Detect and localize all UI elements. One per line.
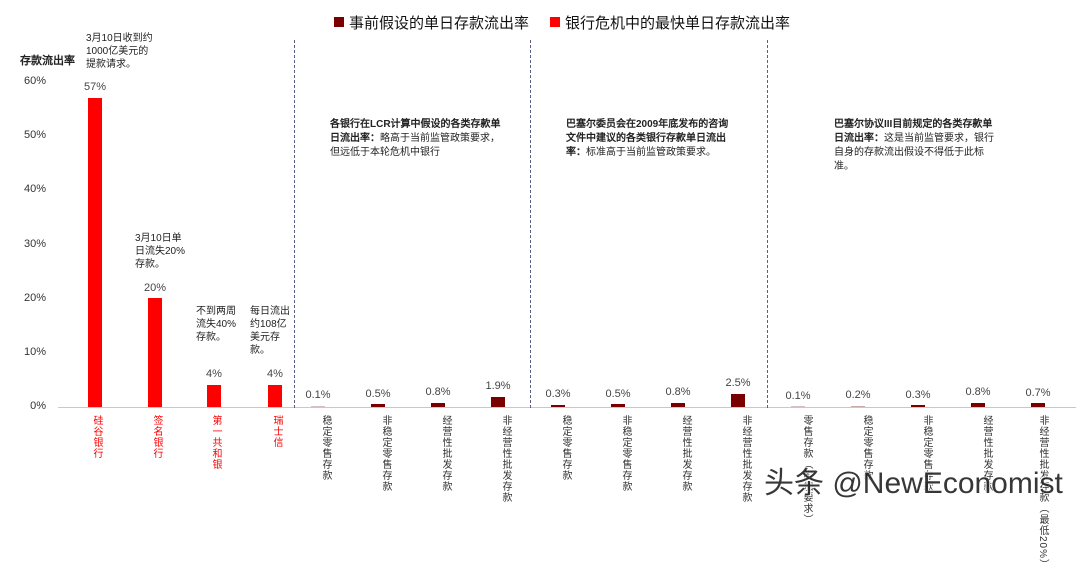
note-plain: 这是当前监管要求，银行自身的存款流出假设不得低于此标准。 [834, 133, 994, 172]
bar-value-label: 0.8% [965, 386, 991, 398]
group-divider [294, 40, 295, 408]
y-tick: 40% [23, 183, 46, 195]
group-note-lcr: 各银行在LCR计算中假设的各类存款单日流出率：略高于当前监管政策要求，但远低于本… [330, 118, 502, 160]
x-label: 非经营性批发存款（最低20%） [1037, 415, 1048, 570]
legend-item-crisis: 银行危机中的最快单日存款流出率 [550, 12, 790, 33]
bar-value-label: 20% [143, 282, 167, 294]
bar-credit-suisse [268, 385, 282, 407]
bar-value-label: 57% [83, 81, 107, 93]
group-note-basel-2009: 巴塞尔委员会在2009年底发布的咨询文件中建议的各类银行存款单日流出率：标准高于… [566, 118, 736, 160]
bar-value-label: 0.5% [365, 388, 391, 400]
bar-value-label: 0.7% [1025, 387, 1051, 399]
bar-value-label: 0.5% [605, 388, 631, 400]
bar-value-label: 1.9% [485, 380, 511, 392]
bar [611, 404, 625, 407]
bar [971, 403, 985, 407]
bar-value-label: 4% [267, 368, 283, 380]
x-label: 非稳定零售存款 [380, 415, 391, 492]
y-tick: 60% [23, 75, 46, 87]
x-label: 稳定零售存款 [560, 415, 571, 481]
bar-value-label: 0.8% [425, 386, 451, 398]
note-bold: 各银行在LCR计算中假设的各类存款单日流出率： [330, 119, 501, 144]
bar-value-label: 0.3% [905, 389, 931, 401]
y-tick: 50% [23, 129, 46, 141]
x-label: 零售存款（附加要求） [801, 415, 812, 525]
note-plain: 标准高于当前监管政策要求。 [586, 147, 716, 158]
legend-label: 事前假设的单日存款流出率 [349, 15, 530, 32]
bar-value-label: 0.2% [845, 389, 871, 401]
bar [371, 404, 385, 407]
bar-annotation: 每日流出约108亿美元存款。 [250, 306, 290, 356]
bar-value-label: 2.5% [725, 377, 751, 389]
x-label: 经营性批发存款 [981, 415, 992, 492]
x-label: 稳定零售存款 [861, 415, 872, 481]
bar [851, 406, 865, 407]
note-plain: 略高于当前监管政策要求，但远低于本轮危机中银行 [330, 133, 500, 158]
legend-label: 银行危机中的最快单日存款流出率 [565, 15, 791, 32]
chart-legend: 事前假设的单日存款流出率 银行危机中的最快单日存款流出率 [0, 12, 1080, 36]
legend-swatch-red-icon [550, 17, 560, 27]
bar-value-label: 0.1% [785, 390, 811, 402]
x-label: 硅谷银行 [91, 415, 102, 459]
bar-value-label: 0.8% [665, 386, 691, 398]
bar [551, 405, 565, 407]
x-label: 非经营性批发存款 [740, 415, 751, 503]
y-tick: 0% [30, 400, 46, 412]
y-tick: 10% [23, 346, 46, 358]
watermark: 头条 @NewEconomist [764, 467, 1063, 500]
bar-value-label: 0.3% [545, 388, 571, 400]
x-label: 稳定零售存款 [320, 415, 331, 481]
legend-swatch-dark-icon [334, 17, 344, 27]
x-label: 瑞士信 [271, 415, 282, 448]
bar [1031, 403, 1045, 407]
x-label: 非经营性批发存款 [500, 415, 511, 503]
bar-annotation: 不到两周流失40%存款。 [196, 306, 237, 343]
bar [671, 403, 685, 407]
group-divider [767, 40, 768, 408]
bar [791, 406, 805, 407]
bar-value-label: 0.1% [305, 389, 331, 401]
note-bold: 巴塞尔协议III目前规定的各类存款单日流出率： [834, 119, 993, 144]
bar-signature [148, 298, 162, 407]
bar-first-republic [207, 385, 221, 407]
y-tick: 30% [23, 238, 46, 250]
x-label: 非稳定零售存款 [620, 415, 631, 492]
x-label: 非稳定零售存款 [921, 415, 932, 492]
x-label: 经营性批发存款 [440, 415, 451, 492]
y-tick: 20% [23, 292, 46, 304]
x-label: 第一共和银 [210, 415, 221, 470]
bar-annotation: 3月10日收到约1000亿美元的提款请求。 [86, 33, 153, 70]
x-label: 签名银行 [151, 415, 162, 459]
group-note-basel-iii: 巴塞尔协议III目前规定的各类存款单日流出率：这是当前监管要求，银行自身的存款流… [834, 118, 1002, 174]
x-axis-line [58, 407, 1076, 408]
x-label: 经营性批发存款 [680, 415, 691, 492]
bar [431, 403, 445, 407]
bar-annotation: 3月10日单日流失20%存款。 [135, 233, 186, 270]
legend-item-ex-ante: 事前假设的单日存款流出率 [334, 12, 529, 33]
y-axis-title: 存款流出率 [20, 55, 75, 67]
group-divider [530, 40, 531, 408]
bar [491, 397, 505, 407]
bar-svb [88, 98, 102, 407]
note-bold: 巴塞尔委员会在2009年底发布的咨询文件中建议的各类银行存款单日流出率： [566, 119, 729, 158]
bar [911, 405, 925, 407]
bar [731, 394, 745, 407]
bar [311, 406, 325, 407]
bar-value-label: 4% [206, 368, 222, 380]
